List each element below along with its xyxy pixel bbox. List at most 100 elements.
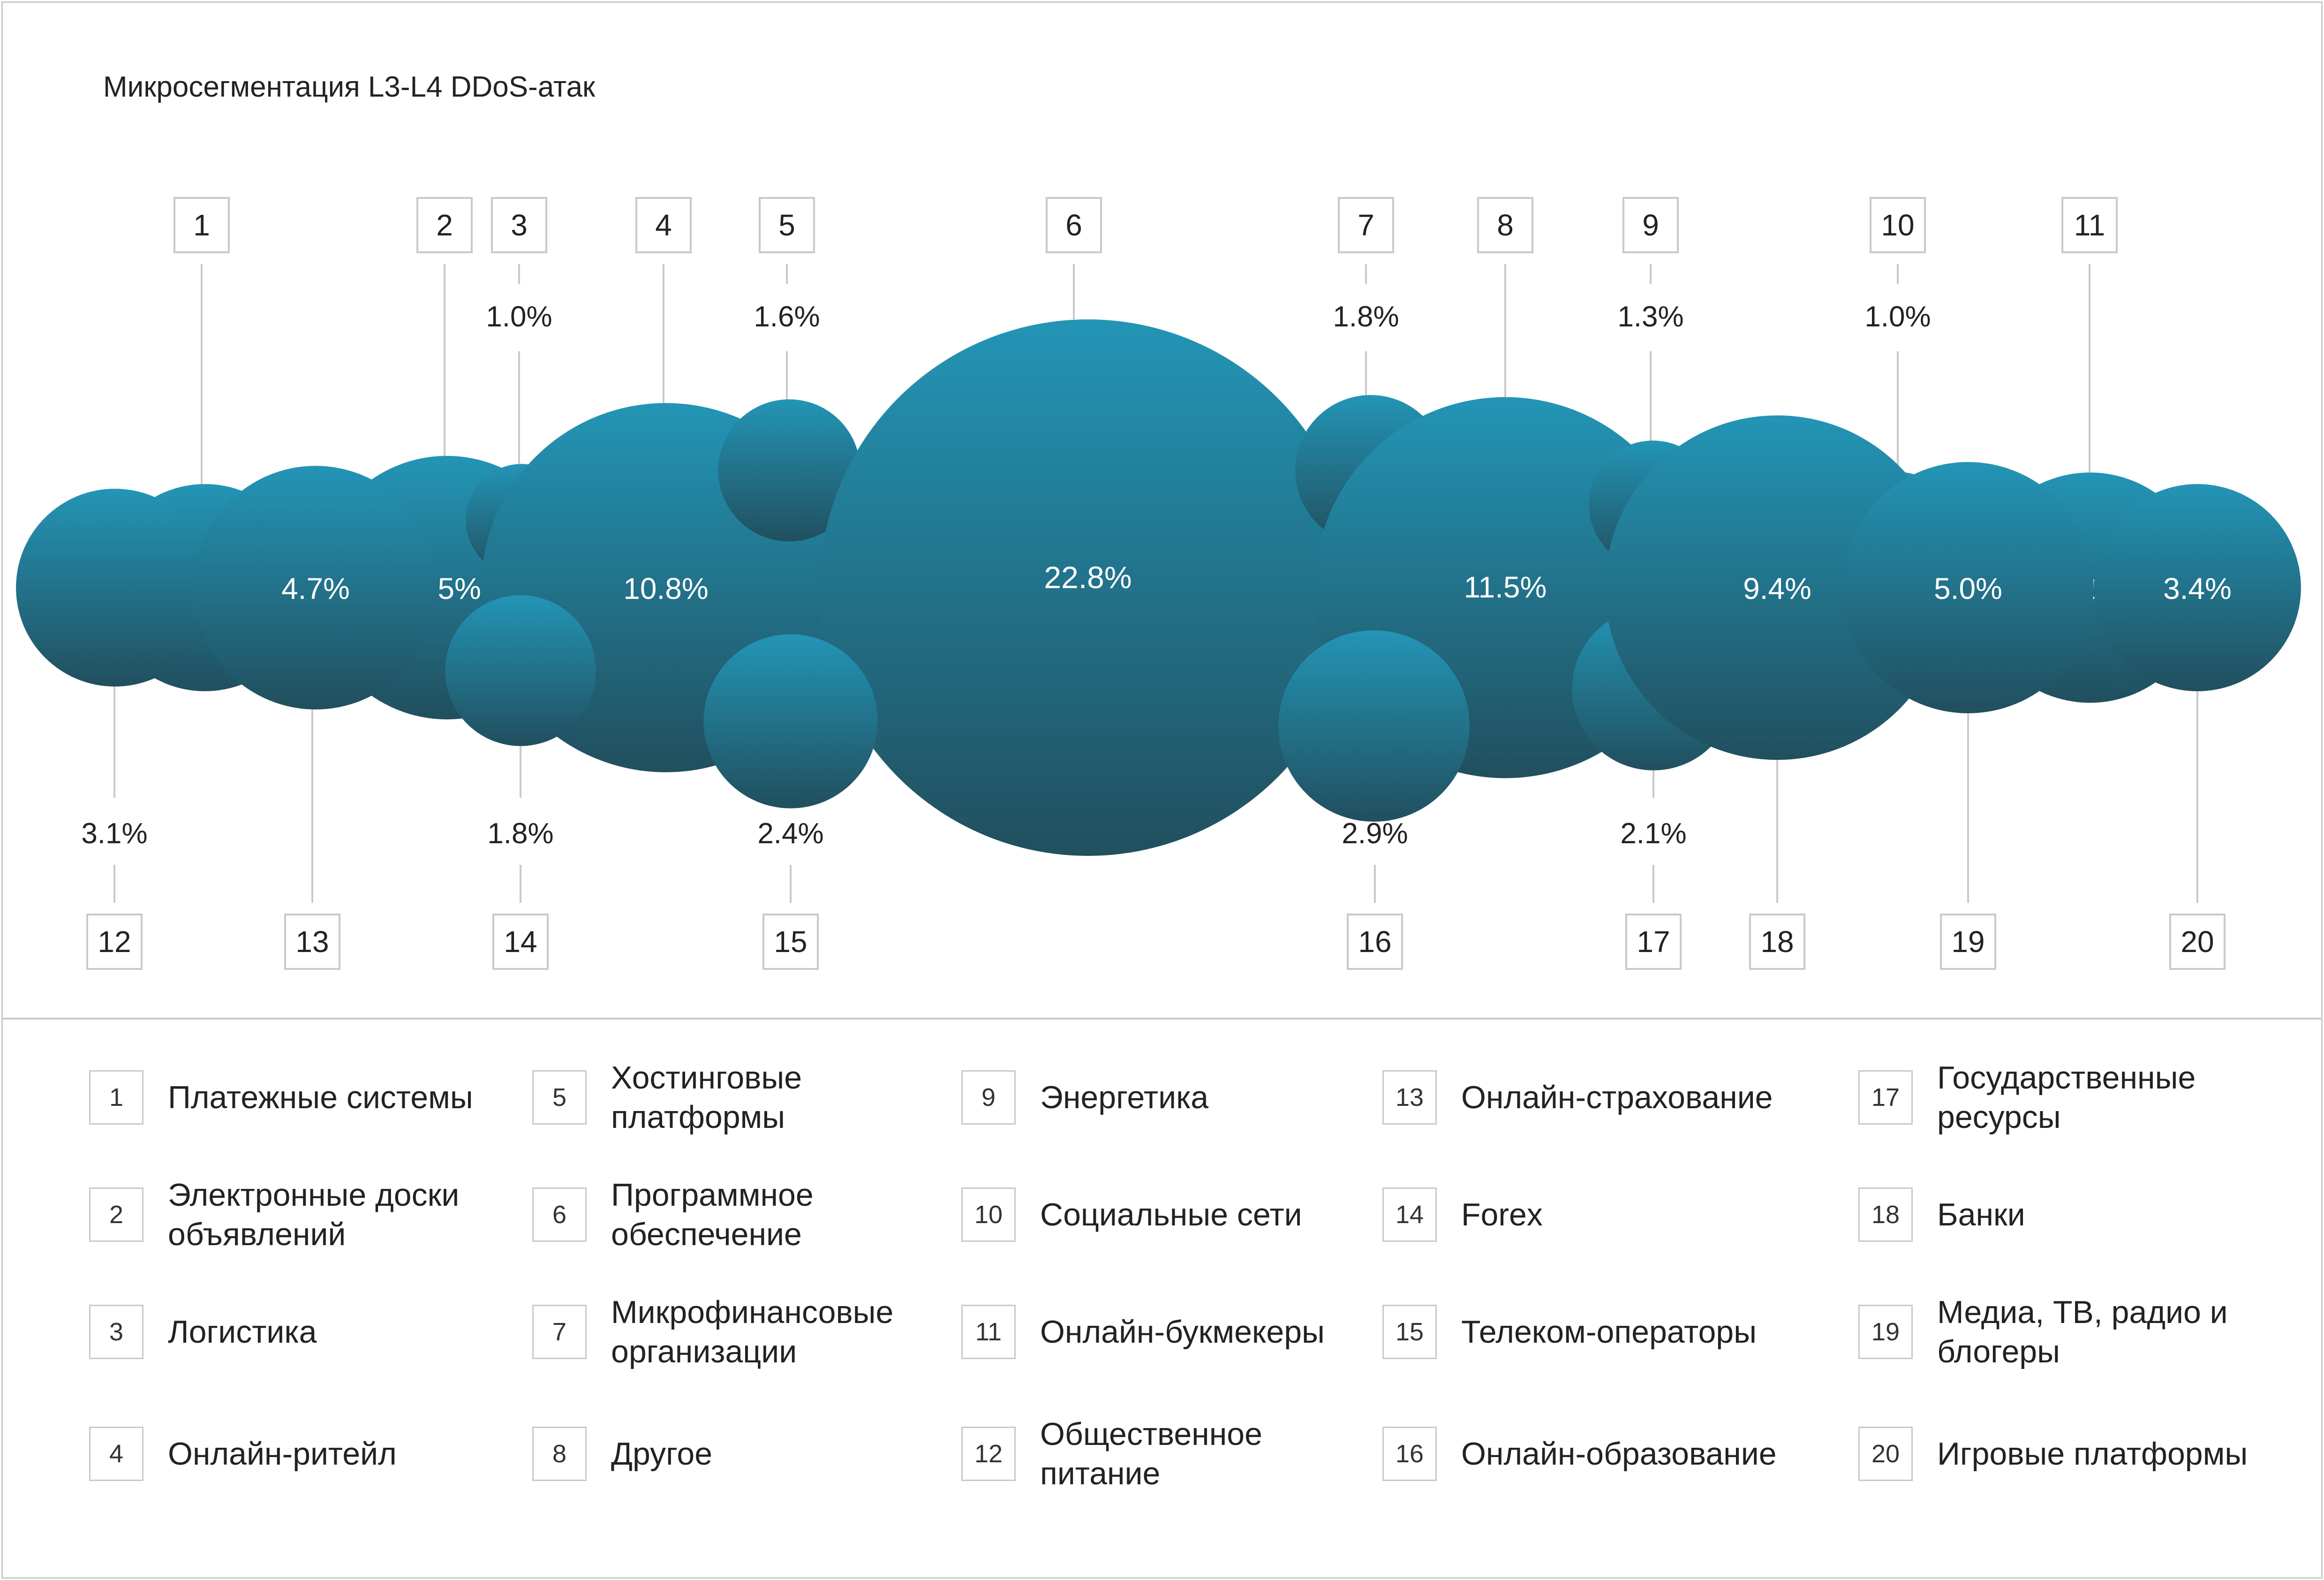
value-label-12: 3.1% <box>81 817 147 850</box>
legend-label: Банки <box>1937 1197 2025 1232</box>
value-label-14: 1.8% <box>487 817 553 850</box>
number-box-19 <box>1940 914 1996 970</box>
number-label-4: 4 <box>655 208 672 242</box>
legend-label: Государственные ресурсы <box>1937 1060 2196 1135</box>
legend-number: 20 <box>1858 1427 1913 1481</box>
value-label-7: 1.8% <box>1333 301 1399 333</box>
legend-label: Онлайн-образование <box>1461 1436 1777 1472</box>
legend-number: 17 <box>1858 1070 1913 1125</box>
bubble-19 <box>1842 462 2094 713</box>
legend-item: 6 Программное обеспечение <box>532 1177 949 1252</box>
legend-item: 20 Игровые платформы <box>1858 1426 2248 1482</box>
legend-item: 13 Онлайн-страхование <box>1382 1069 1773 1126</box>
legend-item: 2 Электронные доски объявлений <box>89 1177 506 1252</box>
number-label-3: 3 <box>511 208 528 242</box>
bubble-14 <box>445 595 596 746</box>
legend-number: 14 <box>1382 1187 1437 1242</box>
bubble-16 <box>1278 630 1470 822</box>
legend-label: Игровые платформы <box>1937 1436 2248 1472</box>
number-box-4 <box>635 197 692 253</box>
number-label-10: 10 <box>1881 208 1914 242</box>
value-label-15: 2.4% <box>757 817 823 850</box>
legend-label: Хостинговые платформы <box>611 1060 802 1135</box>
number-box-6 <box>1046 197 1102 253</box>
number-label-1: 1 <box>193 208 210 242</box>
legend-label: Онлайн-ритейл <box>168 1436 397 1472</box>
value-label-16: 2.9% <box>1342 817 1408 850</box>
bubble-6 <box>820 319 1356 856</box>
legend-item: 7 Микрофинансовые организации <box>532 1294 949 1369</box>
bubble-20 <box>2094 484 2301 691</box>
bubble-value-18: 9.4% <box>1743 572 1811 605</box>
legend-number: 4 <box>89 1427 143 1481</box>
bubble-15 <box>703 634 878 809</box>
number-label-17: 17 <box>1637 925 1670 959</box>
number-box-8 <box>1477 197 1533 253</box>
bubble-value-19: 5.0% <box>1934 572 2002 605</box>
legend-item: 14 Forex <box>1382 1187 1543 1243</box>
legend-label: Социальные сети <box>1040 1197 1302 1232</box>
legend: 1 Платежные системы 2 Электронные доски объ… <box>0 1022 2324 1576</box>
legend-label: Электронные доски объявлений <box>168 1177 460 1252</box>
number-box-13 <box>284 914 340 970</box>
value-label-5: 1.6% <box>754 301 820 333</box>
legend-label: Телеком-операторы <box>1461 1314 1757 1350</box>
legend-number: 3 <box>89 1305 143 1359</box>
legend-number: 12 <box>961 1427 1016 1481</box>
legend-item: 15 Телеком-операторы <box>1382 1304 1757 1360</box>
section-divider <box>1 1018 2323 1020</box>
legend-item: 19 Медиа, ТВ, радио и блогеры <box>1858 1294 2275 1369</box>
legend-label: Общественное питание <box>1040 1416 1262 1491</box>
number-label-18: 18 <box>1760 925 1794 959</box>
number-box-14 <box>492 914 549 970</box>
legend-item: 5 Хостинговые платформы <box>532 1060 949 1135</box>
number-label-20: 20 <box>2181 925 2214 959</box>
bubble-chart: 3.4%15.5%21.0%310.8%41.6%522.8%61.8%711.… <box>16 197 2301 970</box>
legend-number: 6 <box>532 1187 587 1242</box>
number-label-9: 9 <box>1642 208 1659 242</box>
number-label-14: 14 <box>504 925 537 959</box>
bubble-value-20: 3.4% <box>2163 572 2232 605</box>
legend-item: 11 Онлайн-букмекеры <box>961 1304 1325 1360</box>
chart-title: Микросегментация L3-L4 DDoS-атак <box>103 71 596 103</box>
number-label-5: 5 <box>778 208 795 242</box>
number-label-11: 11 <box>2074 208 2105 242</box>
legend-item: 18 Банки <box>1858 1187 2025 1243</box>
legend-label: Платежные системы <box>168 1080 473 1115</box>
legend-label: Другое <box>611 1436 713 1472</box>
number-label-2: 2 <box>436 208 453 242</box>
legend-number: 8 <box>532 1427 587 1481</box>
bubble-12 <box>16 489 214 687</box>
bubble-18 <box>1605 415 1950 760</box>
number-box-9 <box>1622 197 1679 253</box>
number-box-5 <box>759 197 815 253</box>
legend-number: 9 <box>961 1070 1016 1125</box>
legend-item: 8 Другое <box>532 1426 712 1482</box>
number-label-7: 7 <box>1358 208 1374 242</box>
legend-number: 11 <box>961 1305 1016 1359</box>
bubble-value-6: 22.8% <box>1044 560 1132 595</box>
number-box-2 <box>416 197 473 253</box>
legend-item: 17 Государственные ресурсы <box>1858 1060 2275 1135</box>
number-label-6: 6 <box>1065 208 1082 242</box>
legend-item: 10 Социальные сети <box>961 1187 1302 1243</box>
legend-number: 15 <box>1382 1305 1437 1359</box>
number-label-19: 19 <box>1951 925 1984 959</box>
bubble-value-4: 10.8% <box>623 572 708 605</box>
legend-number: 7 <box>532 1305 587 1359</box>
bubble-value-13: 4.7% <box>281 572 350 605</box>
bubble-13 <box>194 466 438 710</box>
legend-number: 5 <box>532 1070 587 1125</box>
legend-number: 18 <box>1858 1187 1913 1242</box>
legend-label: Программное обеспечение <box>611 1177 814 1252</box>
legend-number: 2 <box>89 1187 143 1242</box>
number-box-1 <box>174 197 230 253</box>
legend-item: 4 Онлайн-ритейл <box>89 1426 397 1482</box>
value-label-10: 1.0% <box>1864 301 1931 333</box>
legend-number: 10 <box>961 1187 1016 1242</box>
legend-label: Медиа, ТВ, радио и блогеры <box>1937 1294 2228 1369</box>
legend-number: 19 <box>1858 1305 1913 1359</box>
value-label-17: 2.1% <box>1620 817 1686 850</box>
number-box-18 <box>1749 914 1805 970</box>
